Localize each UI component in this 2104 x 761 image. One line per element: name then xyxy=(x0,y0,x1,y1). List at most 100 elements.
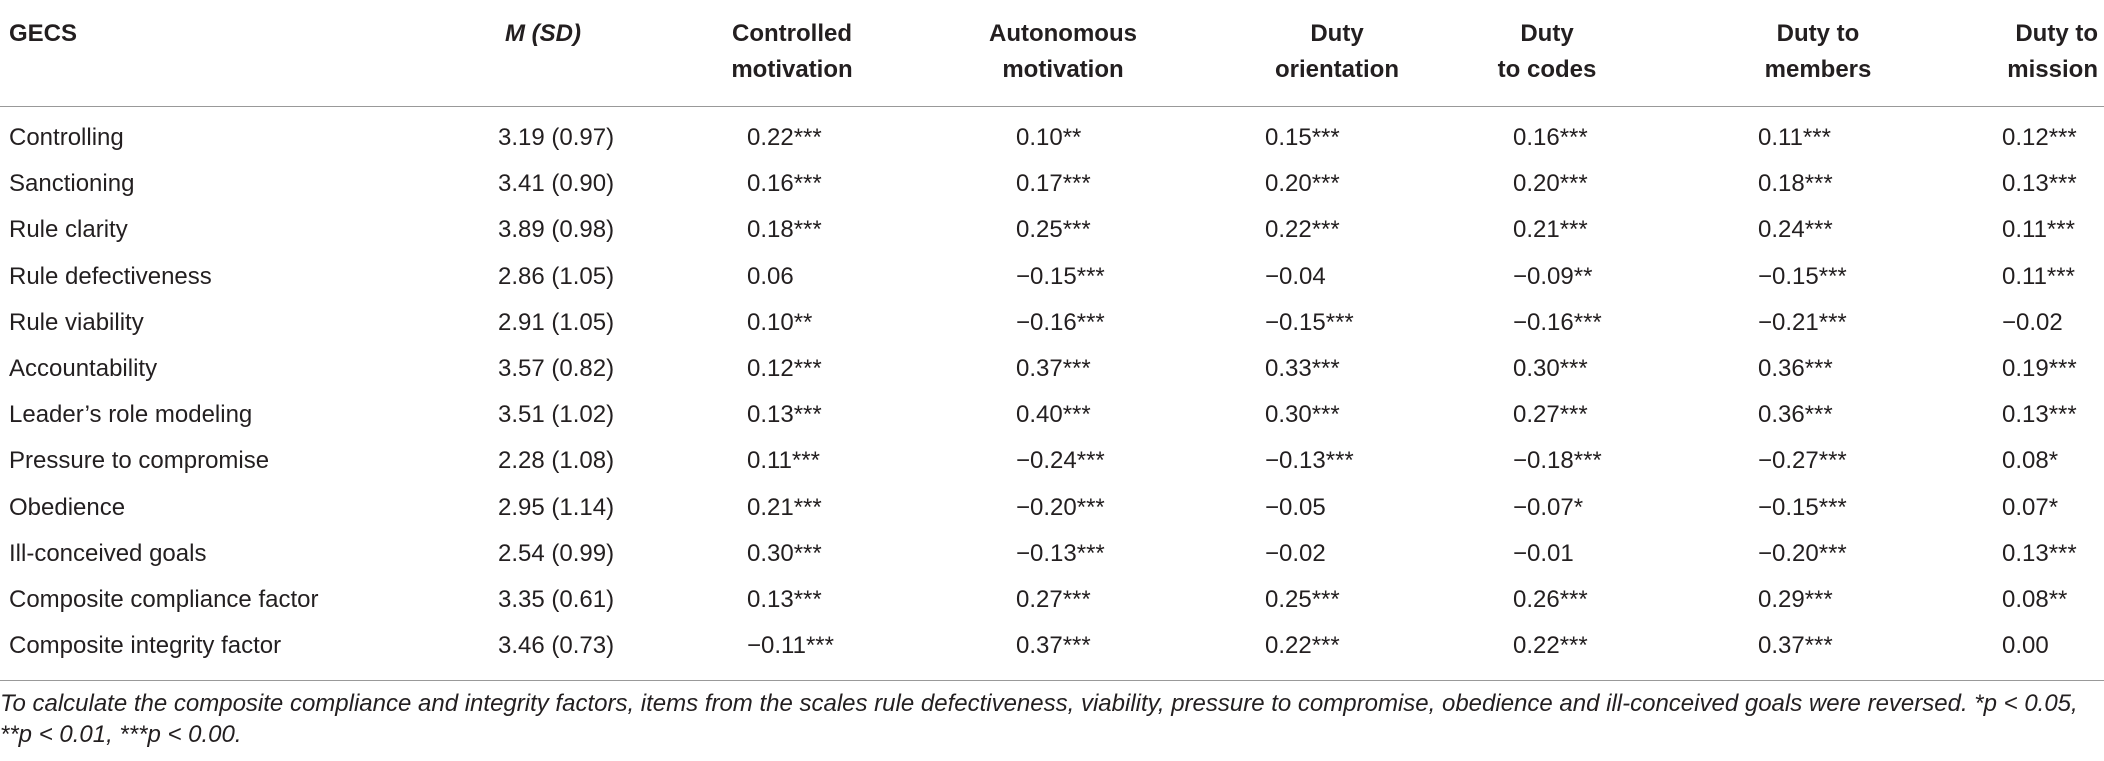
table-cell: 3.57 (0.82) xyxy=(498,355,615,382)
bottom-rule xyxy=(0,680,2104,681)
row-label: Rule clarity xyxy=(9,216,128,244)
table-cell: 0.13*** xyxy=(2002,401,2077,429)
table-cell: 0.17*** xyxy=(1016,170,1091,198)
table-cell: 0.00 xyxy=(2002,632,2049,660)
table-cell: 2.95 (1.14) xyxy=(498,493,615,521)
table-cell: 0.26*** xyxy=(1513,586,1588,613)
table-cell: 0.07* xyxy=(2002,493,2059,521)
table-cell: 3.35 (0.61) xyxy=(498,586,615,613)
row-label: Composite compliance factor xyxy=(9,586,319,613)
table-cell: −0.05 xyxy=(1265,493,1326,521)
table-cell: 0.37*** xyxy=(1016,632,1091,660)
table-cell: 0.29*** xyxy=(1758,586,1833,613)
table-cell: 2.91 (1.05) xyxy=(498,308,615,336)
footnote: To calculate the composite compliance an… xyxy=(0,690,2078,748)
table-cell: −0.02 xyxy=(2002,308,2063,336)
table-cell: 0.27*** xyxy=(1016,586,1091,613)
table-cell: 0.22*** xyxy=(1513,632,1588,660)
header-cell: Duty orientation xyxy=(1275,20,1399,83)
row-label: Ill-conceived goals xyxy=(9,539,207,567)
table-cell: −0.27*** xyxy=(1758,447,1847,475)
table-cell: 0.40*** xyxy=(1016,401,1091,429)
table-cell: −0.16*** xyxy=(1513,308,1602,336)
table-cell: 3.89 (0.98) xyxy=(498,216,615,244)
table-cell: 0.11*** xyxy=(1758,124,1831,151)
table-cell: −0.15*** xyxy=(1758,262,1847,290)
table-cell: −0.15*** xyxy=(1265,308,1354,336)
table-cell: 0.16*** xyxy=(1513,124,1588,151)
table-cell: 0.20*** xyxy=(1513,170,1588,198)
table-cell: −0.20*** xyxy=(1016,493,1105,521)
table-cell: 0.25*** xyxy=(1265,586,1340,613)
table-cell: −0.07* xyxy=(1513,493,1584,521)
table-cell: 0.36*** xyxy=(1758,355,1833,382)
header-cell: Autonomous motivation xyxy=(989,20,1137,83)
table-cell: 0.11*** xyxy=(2002,216,2075,244)
header-cell: M (SD) xyxy=(505,20,581,47)
table-cell: 3.51 (1.02) xyxy=(498,401,615,429)
table-cell: −0.15*** xyxy=(1758,493,1847,521)
table-cell: 0.08* xyxy=(2002,447,2059,475)
row-label: Sanctioning xyxy=(9,170,135,198)
table-cell: −0.13*** xyxy=(1016,539,1105,567)
table-cell: −0.20*** xyxy=(1758,539,1847,567)
table-cell: 0.22*** xyxy=(1265,216,1340,244)
table-cell: −0.11*** xyxy=(747,632,834,660)
row-label: Leader’s role modeling xyxy=(9,401,253,429)
table-cell: 0.33*** xyxy=(1265,355,1340,382)
table-cell: 0.20*** xyxy=(1265,170,1340,198)
table-cell: 0.13*** xyxy=(747,586,822,613)
table-cell: 2.86 (1.05) xyxy=(498,262,615,290)
table-cell: 0.25*** xyxy=(1016,216,1091,244)
table-cell: 0.30*** xyxy=(1265,401,1340,429)
row-label: Controlling xyxy=(9,124,124,151)
row-label: Accountability xyxy=(9,355,158,382)
table-cell: 0.06 xyxy=(747,262,794,290)
table-cell: 0.10** xyxy=(1016,124,1082,151)
table-cell: 0.15*** xyxy=(1265,124,1340,151)
table-cell: 0.13*** xyxy=(2002,539,2077,567)
table-cell: 0.12*** xyxy=(2002,124,2077,151)
table-cell: 0.30*** xyxy=(747,539,822,567)
table-cell: −0.24*** xyxy=(1016,447,1105,475)
row-label: Rule defectiveness xyxy=(9,262,212,290)
table-cell: 0.27*** xyxy=(1513,401,1588,429)
table-cell: 0.36*** xyxy=(1758,401,1833,429)
table-cell: 0.13*** xyxy=(747,401,822,429)
table-cell: 0.12*** xyxy=(747,355,822,382)
table-cell: 0.37*** xyxy=(1016,355,1091,382)
table-cell: 3.46 (0.73) xyxy=(498,632,615,660)
table-cell: −0.16*** xyxy=(1016,308,1105,336)
table-cell: −0.02 xyxy=(1265,539,1326,567)
table-cell: 0.13*** xyxy=(2002,170,2077,198)
table-cell: 2.28 (1.08) xyxy=(498,447,615,475)
table-cell: −0.13*** xyxy=(1265,447,1354,475)
table-cell: 0.21*** xyxy=(747,493,822,521)
table-cell: 0.16*** xyxy=(747,170,822,198)
table-cell: 0.22*** xyxy=(1265,632,1340,660)
table-cell: 0.37*** xyxy=(1758,632,1833,660)
header-cell: Duty to members xyxy=(1764,20,1872,83)
table-cell: 0.18*** xyxy=(1758,170,1833,198)
table-cell: −0.04 xyxy=(1265,262,1326,290)
table-cell: −0.01 xyxy=(1513,539,1574,567)
table-cell: −0.09** xyxy=(1513,262,1593,290)
row-label: Composite integrity factor xyxy=(9,632,282,660)
table-cell: 0.10** xyxy=(747,308,813,336)
header-cell: Duty to codes xyxy=(1497,20,1597,83)
table-cell: 0.21*** xyxy=(1513,216,1588,244)
header-rule xyxy=(0,106,2104,107)
table-cell: 0.30*** xyxy=(1513,355,1588,382)
table-cell: 0.11*** xyxy=(747,447,820,475)
table-cell: 0.08** xyxy=(2002,586,2068,613)
table-cell: 0.19*** xyxy=(2002,355,2077,382)
header-cell: GECS xyxy=(9,20,78,47)
row-label: Obedience xyxy=(9,493,126,521)
table-cell: 0.18*** xyxy=(747,216,822,244)
table-cell: 3.41 (0.90) xyxy=(498,170,615,198)
table-cell: 0.22*** xyxy=(747,124,822,151)
table-cell: 0.11*** xyxy=(2002,262,2075,290)
table-cell: −0.15*** xyxy=(1016,262,1105,290)
row-label: Pressure to compromise xyxy=(9,447,270,475)
